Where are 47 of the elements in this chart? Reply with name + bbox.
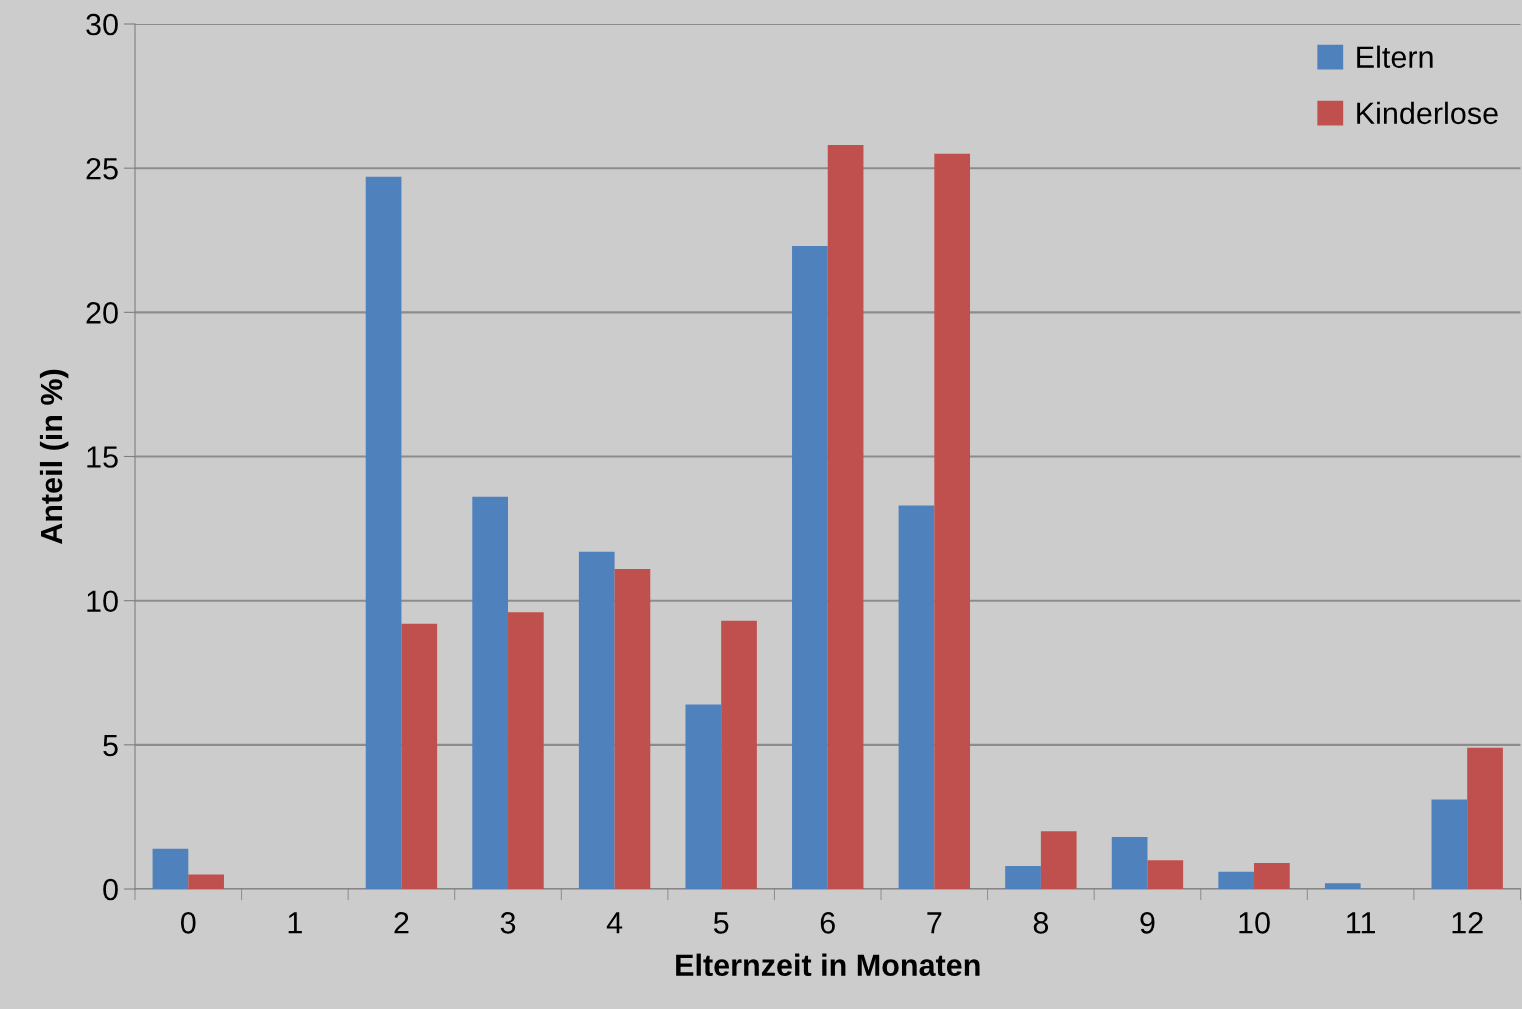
x-tick-label: 11 — [1347, 912, 1375, 934]
y-tick-label: 25 — [86, 157, 118, 180]
bar — [1218, 871, 1255, 889]
x-tick-label: 5 — [713, 912, 729, 934]
x-tick-label: 8 — [1033, 912, 1049, 934]
legend-label: Eltern — [1357, 45, 1433, 68]
y-tick-label: 10 — [87, 590, 118, 613]
bar — [827, 145, 864, 889]
bar — [401, 623, 438, 889]
y-tick-label: 20 — [86, 302, 118, 324]
bar — [1040, 831, 1077, 889]
bar — [614, 568, 651, 889]
x-tick-label: 4 — [606, 912, 623, 934]
bar — [472, 496, 509, 889]
bar — [508, 612, 544, 889]
bar — [934, 153, 971, 889]
x-tick-label: 0 — [180, 912, 196, 934]
bar — [898, 505, 935, 889]
y-tick-label: 0 — [103, 878, 118, 901]
bar — [1431, 799, 1468, 889]
y-axis-title: Anteil (in %) — [39, 369, 69, 544]
bar — [1324, 883, 1361, 889]
legend-label: Kinderlose — [1357, 101, 1498, 125]
x-tick-label: 1 — [288, 912, 302, 934]
x-tick-label: 6 — [820, 912, 835, 934]
x-tick-label: 2 — [394, 912, 409, 934]
bar — [685, 704, 722, 889]
y-tick-label: 30 — [86, 13, 118, 36]
bar — [1467, 747, 1503, 889]
bar — [578, 551, 615, 889]
bar — [1005, 865, 1041, 889]
y-tick-label: 15 — [87, 446, 118, 468]
x-tick-label: 7 — [927, 912, 942, 934]
bar — [721, 620, 757, 889]
x-tick-label: 9 — [1140, 912, 1155, 934]
bar — [365, 176, 402, 889]
x-tick-label: 3 — [500, 912, 516, 934]
x-tick-label: 12 — [1452, 912, 1483, 934]
x-tick-label: 10 — [1239, 912, 1270, 934]
bar — [1111, 837, 1148, 889]
bar — [1147, 860, 1184, 889]
bar — [792, 246, 828, 889]
bar — [1254, 863, 1290, 889]
bar — [188, 874, 224, 889]
y-tick-label: 5 — [103, 734, 118, 757]
x-axis-title: Elternzeit in Monaten — [676, 953, 980, 977]
bar — [152, 848, 189, 889]
